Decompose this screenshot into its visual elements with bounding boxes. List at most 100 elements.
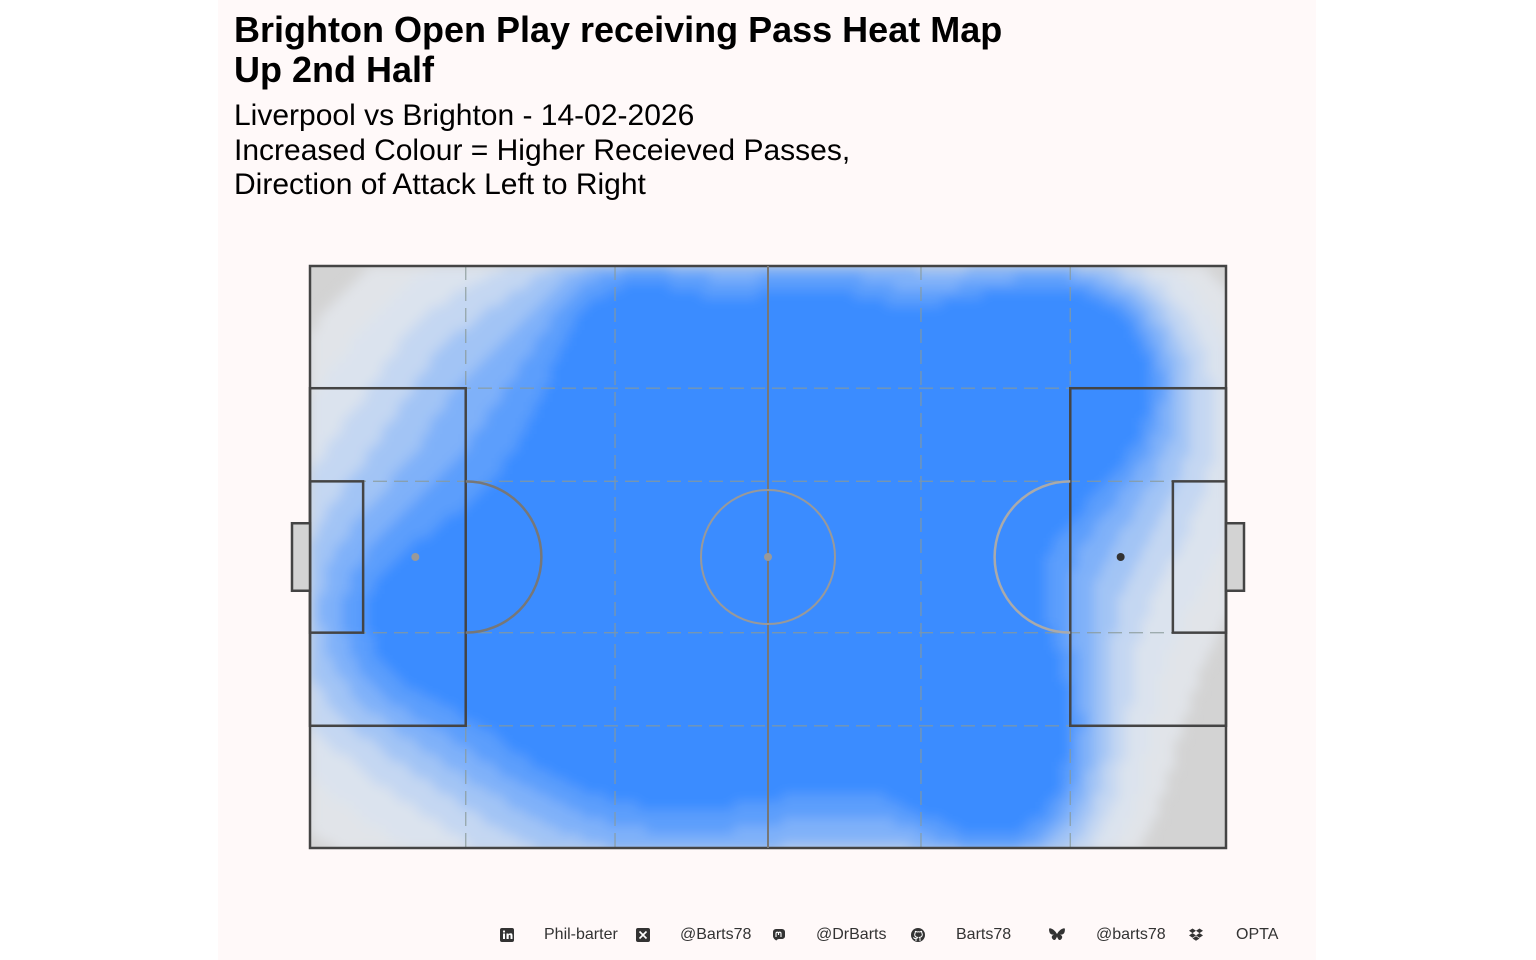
density-cell — [982, 282, 991, 291]
density-cell — [534, 338, 543, 347]
density-cell — [470, 498, 479, 507]
density-cell — [1094, 266, 1103, 275]
density-cell — [702, 434, 711, 443]
density-cell — [982, 410, 991, 419]
density-cell — [550, 354, 559, 363]
density-cell — [1142, 282, 1151, 291]
density-cell — [678, 546, 687, 555]
density-cell — [342, 402, 351, 411]
density-cell — [654, 466, 663, 475]
density-cell — [526, 602, 535, 611]
density-cell — [382, 298, 391, 307]
density-cell — [398, 338, 407, 347]
density-cell — [366, 306, 375, 315]
density-cell — [806, 482, 815, 491]
density-cell — [654, 474, 663, 483]
density-cell — [854, 514, 863, 523]
density-cell — [1078, 314, 1087, 323]
density-cell — [782, 386, 791, 395]
density-cell — [686, 370, 695, 379]
density-cell — [694, 554, 703, 563]
density-cell — [406, 266, 415, 275]
density-cell — [1038, 538, 1047, 547]
density-cell — [622, 362, 631, 371]
density-cell — [918, 290, 927, 299]
density-cell — [518, 338, 527, 347]
density-cell — [430, 474, 439, 483]
density-cell — [1006, 578, 1015, 587]
density-cell — [1174, 442, 1183, 451]
density-cell — [1110, 586, 1119, 595]
density-cell — [1222, 434, 1226, 443]
density-cell — [1150, 346, 1159, 355]
density-cell — [830, 306, 839, 315]
density-cell — [622, 578, 631, 587]
density-cell — [966, 578, 975, 587]
density-cell — [750, 610, 759, 619]
density-cell — [862, 290, 871, 299]
density-cell — [494, 306, 503, 315]
density-cell — [702, 506, 711, 515]
density-cell — [646, 274, 655, 283]
density-cell — [582, 570, 591, 579]
density-cell — [1078, 442, 1087, 451]
density-cell — [926, 602, 935, 611]
density-cell — [670, 466, 679, 475]
density-cell — [1174, 538, 1183, 547]
density-cell — [1158, 354, 1167, 363]
density-cell — [470, 274, 479, 283]
density-cell — [326, 306, 335, 315]
density-cell — [1206, 482, 1215, 491]
density-cell — [758, 314, 767, 323]
density-cell — [342, 314, 351, 323]
density-cell — [686, 522, 695, 531]
density-cell — [1126, 394, 1135, 403]
density-cell — [902, 474, 911, 483]
density-cell — [598, 546, 607, 555]
density-cell — [622, 490, 631, 499]
density-cell — [774, 290, 783, 299]
density-cell — [1102, 530, 1111, 539]
density-cell — [590, 314, 599, 323]
density-cell — [598, 290, 607, 299]
density-cell — [574, 474, 583, 483]
density-cell — [494, 482, 503, 491]
density-cell — [654, 498, 663, 507]
density-cell — [822, 314, 831, 323]
density-cell — [606, 546, 615, 555]
density-cell — [422, 426, 431, 435]
density-cell — [1206, 442, 1215, 451]
density-cell — [598, 402, 607, 411]
density-cell — [758, 426, 767, 435]
density-cell — [1046, 370, 1055, 379]
density-cell — [870, 482, 879, 491]
density-cell — [1102, 354, 1111, 363]
density-cell — [990, 386, 999, 395]
density-cell — [334, 322, 343, 331]
density-cell — [846, 538, 855, 547]
density-cell — [694, 314, 703, 323]
density-cell — [1006, 418, 1015, 427]
density-cell — [886, 386, 895, 395]
density-cell — [1030, 482, 1039, 491]
density-cell — [526, 458, 535, 467]
density-cell — [662, 394, 671, 403]
density-cell — [1150, 490, 1159, 499]
density-cell — [398, 282, 407, 291]
density-cell — [1134, 346, 1143, 355]
density-cell — [814, 410, 823, 419]
density-cell — [366, 346, 375, 355]
density-cell — [822, 410, 831, 419]
density-cell — [486, 266, 495, 275]
density-cell — [1006, 594, 1015, 603]
density-cell — [958, 466, 967, 475]
density-cell — [750, 402, 759, 411]
density-cell — [734, 426, 743, 435]
density-cell — [1086, 522, 1095, 531]
density-cell — [438, 418, 447, 427]
density-cell — [526, 378, 535, 387]
density-cell — [1134, 450, 1143, 459]
density-cell — [1094, 586, 1103, 595]
density-cell — [758, 594, 767, 603]
density-cell — [1182, 498, 1191, 507]
